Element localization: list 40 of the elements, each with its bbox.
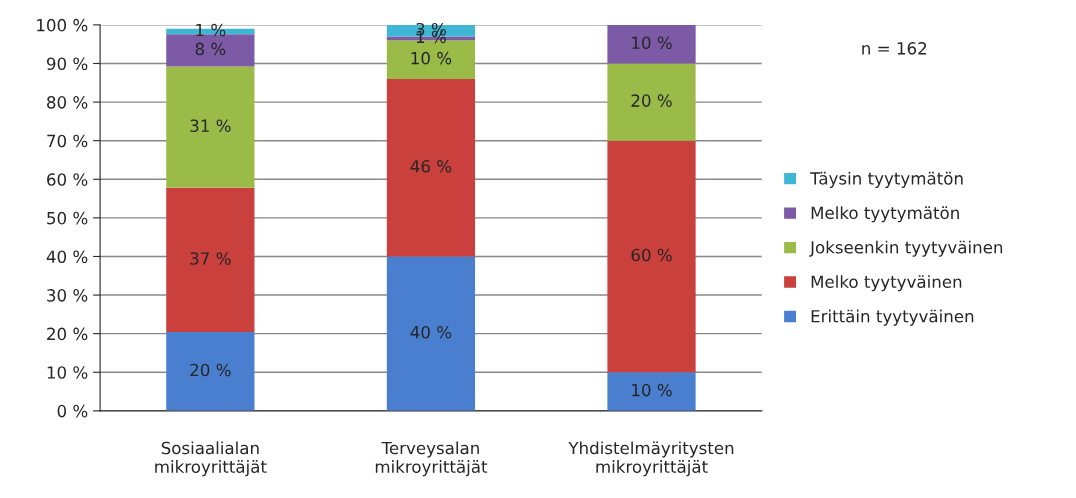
data-label: 10 % [632, 383, 672, 397]
legend-label: Melko tyytyväinen [811, 275, 962, 292]
y-tick-label: 10 % [47, 366, 88, 379]
bar [386, 256, 476, 411]
y-tick-label: 70 % [47, 134, 88, 148]
legend-label: Jokseenkin tyytyväinen [809, 240, 1003, 257]
y-tick-label: 40 % [46, 250, 88, 264]
bar [607, 140, 696, 373]
data-label: 20 % [631, 94, 672, 107]
data-label: 10 % [411, 51, 452, 65]
data-label: 37 % [190, 252, 231, 265]
data-label: 40 % [410, 325, 452, 339]
x-tick-label: Yhdistelmäyritysten mikroyrittäjät [568, 441, 734, 477]
bar [386, 78, 476, 257]
y-tick-label: 100 % [37, 18, 88, 32]
data-label: 46 % [410, 159, 452, 173]
y-tick-label: 20 % [47, 327, 88, 341]
legend-label: Erittäin tyytyväinen [811, 309, 974, 326]
x-tick-label: Terveysalan mikroyrittäjät [375, 441, 488, 477]
bar [607, 372, 696, 411]
bar [166, 187, 255, 333]
data-label: 20 % [190, 363, 231, 377]
data-label: 8 % [195, 42, 226, 56]
y-tick-label: 80 % [47, 96, 88, 109]
legend-label: Täysin tyytymätön [810, 171, 963, 188]
legend-label: Melko tyytymätön [811, 206, 959, 223]
bar [607, 63, 696, 141]
bar [607, 24, 696, 64]
bar [166, 66, 255, 188]
y-tick-label: 0 % [57, 404, 88, 418]
y-tick-label: 50 % [47, 211, 88, 225]
bar [166, 332, 255, 411]
data-label: 31 % [190, 119, 231, 133]
data-label: 10 % [632, 36, 672, 50]
y-tick-label: 30 % [47, 289, 88, 302]
data-label: 60 % [631, 248, 672, 262]
x-tick-label: Sosiaalialan mikroyrittäjät [155, 441, 267, 477]
y-tick-label: 90 % [46, 57, 88, 71]
y-tick-label: 60 % [47, 173, 88, 186]
text: n = 162 [862, 42, 927, 55]
